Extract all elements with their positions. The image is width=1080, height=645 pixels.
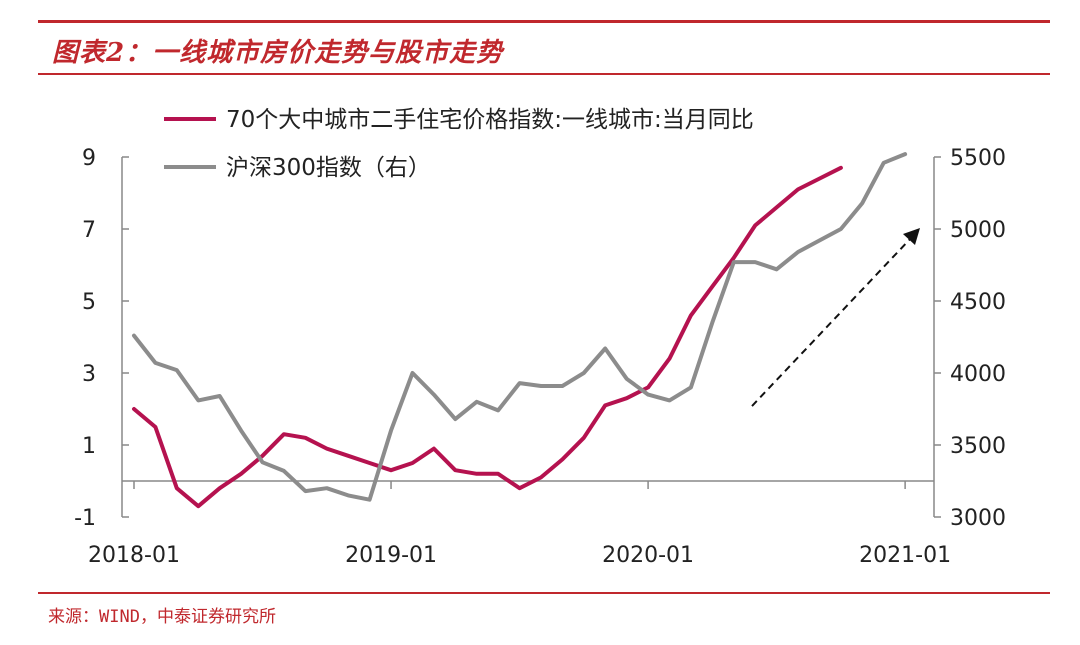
left-tick-label: 7: [82, 218, 96, 243]
right-tick-label: 4500: [950, 290, 1006, 315]
trend-arrow-line: [751, 236, 913, 407]
source-note: 来源：WIND，中泰证券研究所: [48, 607, 276, 627]
x-tick-label: 2021-01: [859, 543, 951, 568]
right-tick-label: 5500: [950, 146, 1006, 171]
left-tick-label: 9: [82, 146, 96, 171]
trend-arrow-head: [903, 228, 920, 245]
series-line-housing-index: [132, 165, 843, 509]
x-tick-label: 2018-01: [88, 543, 180, 568]
right-tick-label: 3000: [950, 506, 1006, 531]
legend-label-csi300: 沪深300指数（右）: [226, 155, 431, 181]
right-tick-label: 4000: [950, 362, 1006, 387]
right-tick-label: 3500: [950, 434, 1006, 459]
x-tick-label: 2020-01: [602, 543, 694, 568]
right-tick-label: 5000: [950, 218, 1006, 243]
x-tick-label: 2019-01: [345, 543, 437, 568]
bottom-rule: [38, 592, 1050, 594]
chart-title: 图表2：一线城市房价走势与股市走势: [52, 38, 504, 68]
left-tick-label: 3: [82, 362, 96, 387]
top-rule: [38, 20, 1050, 23]
legend-label-housing-index: 70个大中城市二手住宅价格指数:一线城市:当月同比: [226, 107, 754, 133]
title-underline: [38, 73, 1050, 75]
series-line-csi300: [132, 152, 908, 502]
left-tick-label: -1: [74, 506, 96, 531]
left-tick-label: 5: [82, 290, 96, 315]
left-tick-label: 1: [82, 434, 96, 459]
